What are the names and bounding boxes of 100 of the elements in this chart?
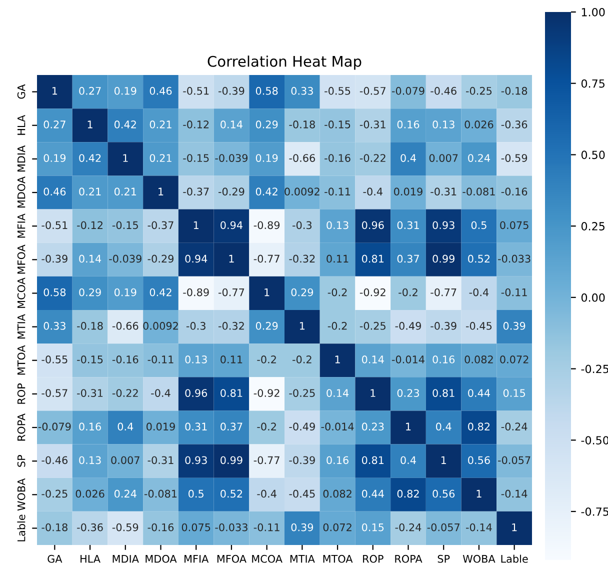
data-label: 0.46 (44, 188, 66, 196)
data-label: -0.39 (42, 254, 68, 263)
data-label: -0.37 (148, 221, 174, 230)
data-label: -0.57 (360, 86, 386, 95)
data-label: -0.11 (324, 188, 350, 196)
chart-title: Correlation Heat Map (208, 56, 362, 70)
data-label: 0.37 (397, 254, 419, 263)
data-label: -0.49 (395, 322, 421, 330)
data-label: 0.46 (150, 86, 172, 95)
data-label: -0.2 (398, 288, 418, 296)
y-tick-label: SP (17, 454, 26, 467)
data-label: -0.4 (257, 490, 276, 498)
data-label: -0.12 (77, 221, 102, 230)
data-label: -0.22 (112, 389, 138, 397)
data-label: 0.52 (220, 490, 242, 498)
data-label: -0.24 (501, 422, 528, 431)
data-label: 0.14 (362, 356, 384, 364)
y-tick-label: GA (17, 84, 26, 99)
data-label: 0.16 (79, 422, 101, 431)
data-label: -0.77 (254, 456, 280, 464)
data-label: -0.014 (321, 422, 354, 431)
y-tick-label: WOBA (17, 478, 26, 511)
x-tick-label: MFOA (217, 554, 246, 563)
x-tick-label: MCOA (252, 554, 282, 563)
data-label: -0.057 (427, 523, 460, 532)
data-label: -0.15 (183, 154, 209, 162)
data-label: -0.57 (42, 389, 68, 397)
data-label: 0.019 (146, 422, 175, 431)
data-label: -0.16 (148, 523, 174, 532)
y-tick-label: MDOA (17, 176, 26, 208)
data-label: 0.31 (185, 422, 207, 431)
data-label: -0.46 (430, 86, 456, 95)
data-label: -0.014 (392, 356, 424, 364)
data-label: -0.32 (218, 322, 244, 330)
data-label: 0.27 (79, 86, 101, 95)
data-label: -0.18 (501, 86, 528, 95)
data-label: -0.14 (501, 490, 528, 498)
y-tick-label: MTIA (18, 314, 26, 339)
data-label: -0.29 (218, 188, 244, 196)
data-label: -0.46 (42, 456, 68, 464)
data-label: 1 (512, 523, 517, 532)
data-label: 0.13 (326, 221, 348, 230)
data-label: -0.25 (289, 389, 315, 397)
data-label: 0.019 (394, 188, 422, 196)
data-label: 0.24 (468, 154, 490, 162)
data-label: -0.39 (430, 322, 456, 330)
data-label: -0.31 (360, 120, 386, 128)
data-label: 0.39 (291, 523, 314, 532)
data-label: -0.89 (183, 288, 209, 296)
data-label: -0.39 (289, 456, 315, 464)
y-tick-label: ROPA (17, 413, 26, 441)
data-label: 0.007 (429, 154, 458, 162)
data-label: 0.4 (436, 422, 452, 431)
data-label: -0.25 (360, 322, 386, 330)
data-label: 0.082 (464, 356, 493, 364)
data-label: 0.44 (468, 389, 490, 397)
data-label: 0.13 (185, 356, 207, 364)
data-label: -0.92 (254, 389, 280, 397)
data-label: -0.15 (324, 120, 350, 128)
data-label: 0.29 (256, 322, 278, 330)
x-tick-label: MDIA (112, 555, 139, 563)
data-label: -0.18 (42, 523, 68, 532)
data-label: 0.4 (400, 456, 416, 464)
data-label: -0.59 (112, 523, 138, 532)
x-tick-label: ROP (363, 554, 384, 563)
data-label: 0.21 (150, 120, 172, 128)
data-label: 0.96 (185, 389, 208, 397)
data-label: 0.0092 (284, 188, 320, 196)
data-label: 0.39 (503, 322, 526, 330)
data-label: 1 (300, 322, 305, 330)
color-bar-label: 0.50 (581, 150, 605, 160)
data-label: -0.081 (462, 188, 495, 196)
data-label: -0.14 (466, 523, 492, 532)
y-tick-label: MFOA (17, 244, 26, 274)
data-label: 1 (476, 490, 482, 498)
y-tick-label: MCOA (17, 278, 26, 308)
data-label: 0.56 (468, 456, 490, 464)
data-label: 0.33 (291, 86, 313, 95)
data-label: -0.66 (112, 322, 138, 330)
color-bar-label: 0.00 (581, 293, 605, 302)
data-label: -0.11 (254, 523, 280, 532)
x-tick-label: ROPA (395, 554, 422, 563)
data-label: 0.16 (326, 456, 348, 464)
data-label: -0.77 (218, 288, 244, 296)
data-label: 0.94 (220, 221, 242, 230)
data-label: 0.13 (79, 456, 101, 464)
x-tick-label: MTIA (290, 555, 315, 563)
data-label: -0.4 (469, 288, 489, 296)
data-label: 0.56 (432, 490, 455, 498)
x-tick-label: SP (438, 554, 450, 563)
y-tick-label: MFIA (18, 214, 26, 238)
data-label: -0.18 (77, 322, 103, 330)
data-label: -0.77 (430, 288, 456, 296)
data-label: -0.32 (289, 254, 315, 263)
data-label: -0.11 (148, 356, 174, 364)
x-tick-label: Lable (501, 554, 528, 563)
data-label: -0.29 (148, 254, 174, 263)
data-label: 0.4 (118, 422, 134, 431)
data-label: 0.29 (256, 120, 278, 128)
data-label: -0.16 (324, 154, 350, 162)
